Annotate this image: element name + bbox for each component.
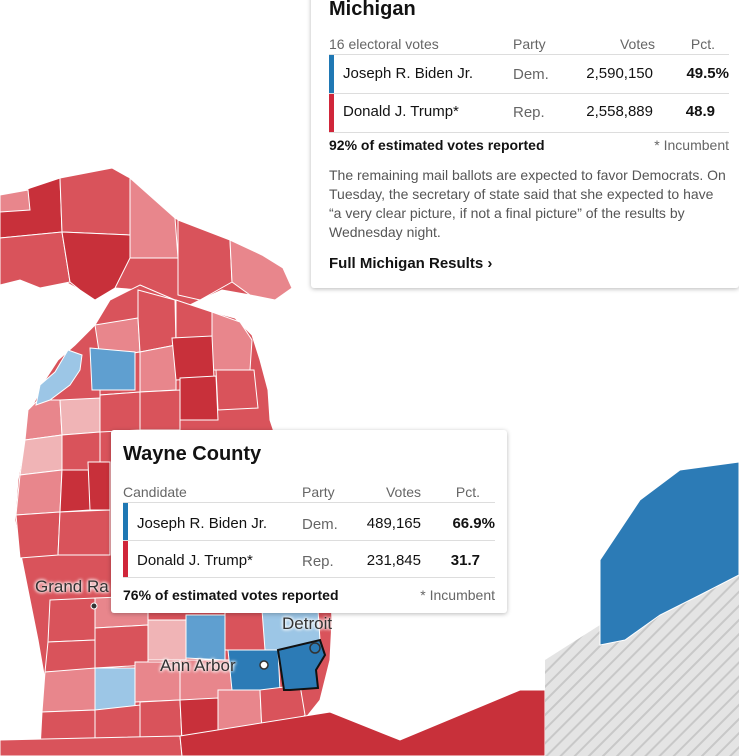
incumbent-note: * Incumbent (420, 587, 495, 603)
candidate-votes: 489,165 (366, 515, 421, 532)
party-header: Party (302, 484, 335, 500)
votes-header: Votes (619, 36, 655, 52)
pct-header: Pct. (455, 484, 480, 500)
candidate-name: Joseph R. Biden Jr. (137, 515, 268, 532)
full-results-link[interactable]: Full Michigan Results › (329, 255, 493, 272)
votes-reported: 76% of estimated votes reported (123, 587, 339, 603)
party-color-bar (123, 541, 128, 577)
candidate-votes: 2,590,150 (586, 65, 653, 82)
candidate-name: Donald J. Trump* (137, 552, 253, 569)
state-title: Michigan (329, 0, 416, 20)
incumbent-note: * Incumbent (654, 137, 729, 153)
city-label-detroit: Detroit (282, 614, 333, 633)
candidate-votes: 2,558,889 (586, 103, 653, 120)
candidate-party: Rep. (302, 553, 334, 570)
candidate-pct: 48.9 (685, 103, 715, 120)
party-color-bar (123, 503, 128, 540)
candidate-pct: 31.7 (450, 552, 480, 569)
candidate-header: Candidate (123, 484, 187, 500)
state-results-panel: Michigan 16 electoral votes Party Votes … (311, 0, 739, 288)
wayne-county (276, 638, 327, 691)
party-header: Party (513, 36, 546, 52)
city-label-ann-arbor: Ann Arbor (160, 656, 236, 675)
party-color-bar (329, 94, 334, 132)
results-note: The remaining mail ballots are expected … (329, 167, 726, 240)
candidate-party: Dem. (513, 66, 549, 83)
city-label-grand-rapids: Grand Ra (35, 577, 109, 596)
county-results-panel: Wayne County Candidate Party Votes Pct. … (111, 430, 507, 613)
candidate-party: Dem. (302, 516, 338, 533)
candidate-pct: 66.9% (452, 515, 495, 532)
upper-peninsula (0, 167, 293, 311)
candidate-party: Rep. (513, 104, 545, 121)
electoral-votes-label: 16 electoral votes (329, 36, 439, 52)
candidate-pct: 49.5% (686, 65, 729, 82)
votes-header: Votes (385, 484, 421, 500)
candidate-name: Joseph R. Biden Jr. (343, 65, 474, 82)
county-title: Wayne County (123, 443, 262, 465)
party-color-bar (329, 55, 334, 93)
pct-header: Pct. (690, 36, 715, 52)
candidate-name: Donald J. Trump* (343, 103, 459, 120)
candidate-votes: 231,845 (366, 552, 421, 569)
votes-reported: 92% of estimated votes reported (329, 137, 545, 153)
